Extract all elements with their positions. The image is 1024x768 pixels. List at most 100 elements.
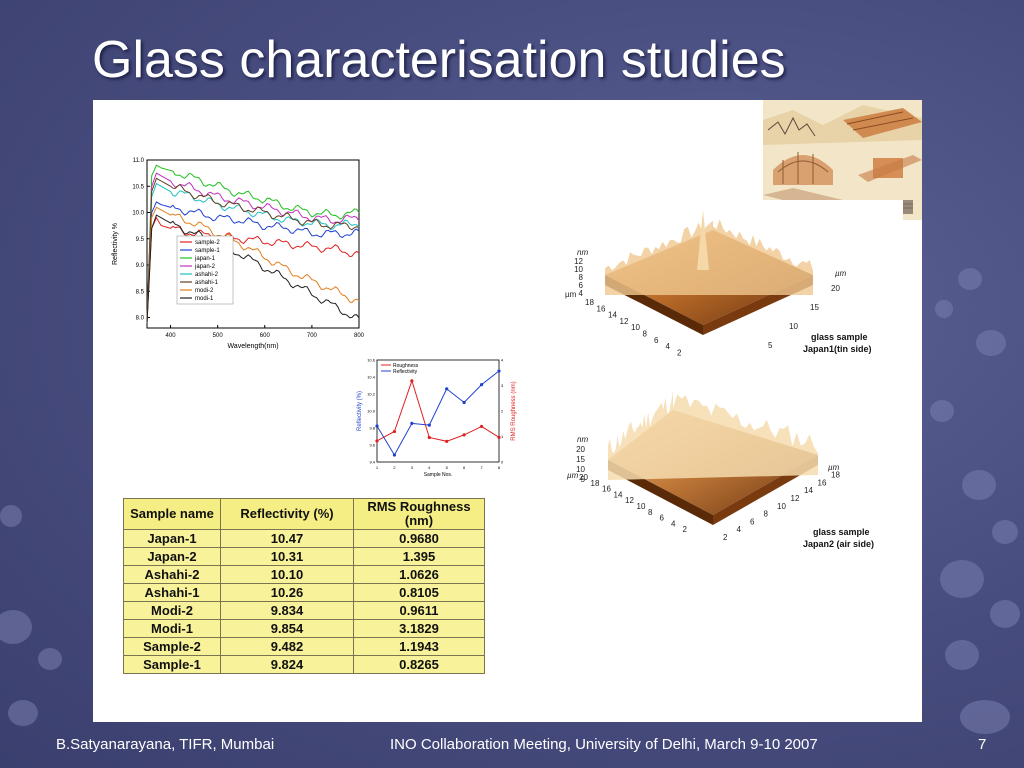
table-row: Sample-2 9.482 1.1943	[123, 637, 485, 656]
afm-surface-japan1	[605, 210, 813, 335]
afm-tick-label: 10	[576, 465, 585, 474]
afm-tick-label: 14	[804, 486, 813, 495]
sample-legend-label: Roughness	[393, 363, 419, 369]
afm2-z-unit: nm	[577, 435, 588, 444]
afm-tick-label: 4	[666, 342, 671, 351]
sample-point-reflectivity	[462, 400, 466, 405]
cell-rms-roughness: 0.8265	[353, 655, 485, 674]
cell-reflectivity: 9.834	[220, 601, 354, 620]
sample-point-reflectivity	[445, 387, 449, 391]
spectrum-series-sample-1	[146, 201, 360, 323]
cell-rms-roughness: 0.9680	[353, 529, 485, 548]
afm-tick-label: 10	[789, 322, 798, 331]
sample-y2-tick-label: 3	[501, 383, 504, 388]
sample-y2-tick-label: 0	[501, 460, 504, 465]
table-row: Ashahi-1 10.26 0.8105	[123, 583, 485, 602]
afm-tick-label: 12	[574, 257, 583, 266]
sample-point-reflectivity	[479, 383, 484, 387]
spectrum-series-japan-2	[146, 172, 360, 323]
afm-tick-label: 10	[631, 323, 640, 332]
cell-sample-name: Sample-1	[123, 655, 221, 674]
footer-author: B.Satyanarayana, TIFR, Mumbai	[56, 736, 275, 753]
spectrum-legend-label: ashahi-1	[195, 280, 219, 286]
table-header-row: Sample name Reflectivity (%) RMS Roughne…	[123, 498, 485, 530]
spectrum-legend-label: modi-1	[195, 296, 214, 302]
sample-x-tick-label: 8	[498, 465, 501, 470]
spectrum-x-tick-label: 700	[307, 333, 318, 339]
afm-tick-label: 10	[777, 502, 786, 511]
cell-rms-roughness: 3.1829	[353, 619, 485, 638]
slide-content: 400 500 600 700 800 8.0 8.5 9.0 9.5 10.0 10.5 11.0 W…	[93, 100, 922, 722]
afm-tick-label: 8	[764, 510, 769, 519]
sample-y2-tick-label: 4	[501, 358, 504, 363]
afm-tick-label: 4	[579, 289, 584, 298]
header-reflectivity: Reflectivity (%)	[220, 498, 354, 530]
sample-y-tick-label: 9.6	[369, 443, 375, 448]
spectrum-series-modi-2	[146, 206, 360, 323]
results-table: Sample name Reflectivity (%) RMS Roughne…	[123, 498, 485, 674]
afm-image-japan1: µm µm nm 12 10 8 6 4 18 16 14 12 10 8 6 4 2 5 10 15 20 …	[563, 200, 903, 365]
cell-rms-roughness: 1.0626	[353, 565, 485, 584]
afm2-caption-line2: Japan2 (air side)	[803, 539, 874, 549]
sample-point-roughness	[375, 439, 379, 443]
afm-tick-label: 10	[574, 265, 583, 274]
cell-reflectivity: 9.482	[220, 637, 354, 656]
afm-tick-label: 6	[654, 336, 659, 345]
cell-reflectivity: 10.10	[220, 565, 354, 584]
sample-point-reflectivity	[410, 421, 414, 426]
cell-sample-name: Modi-2	[123, 601, 221, 620]
afm-tick-label: 12	[620, 317, 629, 326]
sample-y2-tick-label: 2	[501, 409, 504, 414]
afm-tick-label: 4	[671, 519, 676, 528]
afm2-caption-line1: glass sample	[813, 527, 870, 537]
spectrum-y-tick-label: 9.0	[136, 263, 145, 269]
spectrum-y-tick-label: 8.5	[136, 289, 145, 295]
afm-tick-label: 5	[581, 475, 586, 484]
spectrum-svg: 400 500 600 700 800 8.0 8.5 9.0 9.5 10.0 10.5 11.0 W…	[112, 158, 365, 350]
table-row: Modi-2 9.834 0.9611	[123, 601, 485, 620]
cell-sample-name: Modi-1	[123, 619, 221, 638]
afm-tick-label: 20	[579, 473, 588, 482]
cell-sample-name: Ashahi-2	[123, 565, 221, 584]
cell-sample-name: Ashahi-1	[123, 583, 221, 602]
spectrum-y-tick-label: 11.0	[133, 158, 145, 164]
table-row: Japan-2 10.31 1.395	[123, 547, 485, 566]
afm-image-japan2: µm µm nm 20 15 10 5 20 18 16 14 12 10 8 6 4 2 2 4 6 8 10…	[563, 390, 903, 555]
afm-tick-label: 14	[608, 311, 617, 320]
afm-tick-label: 8	[579, 273, 584, 282]
table-row: Japan-1 10.47 0.9680	[123, 529, 485, 548]
sample-point-roughness	[497, 435, 501, 439]
spectrum-legend-label: sample-2	[195, 240, 220, 246]
afm-tick-label: 12	[791, 494, 800, 503]
afm-surface-japan2	[608, 390, 818, 525]
sample-y-tick-label: 10.2	[367, 392, 376, 397]
sample-plot-frame	[376, 359, 500, 463]
sample-x-tick-label: 1	[376, 465, 379, 470]
sample-point-roughness	[392, 429, 397, 434]
page-number: 7	[978, 736, 987, 753]
afm1-caption-line1: glass sample	[811, 332, 868, 342]
spectrum-y-tick-label: 10.5	[132, 184, 144, 190]
cell-sample-name: Sample-2	[123, 637, 221, 656]
cell-reflectivity: 10.47	[220, 529, 354, 548]
sample-legend-label: Reflectivity	[393, 369, 418, 375]
spectrum-legend-label: ashahi-2	[195, 272, 219, 278]
afm-tick-label: 2	[683, 525, 688, 534]
sample-x-tick-label: 6	[463, 465, 466, 470]
spectrum-x-tick-label: 500	[213, 333, 224, 339]
sample-point-roughness	[410, 379, 414, 383]
spectrum-legend-label: japan-1	[194, 256, 216, 262]
afm-tick-label: 18	[831, 471, 840, 480]
spectrum-x-axis-label: Wavelength(nm)	[227, 343, 278, 350]
sample-point-reflectivity	[375, 424, 379, 428]
sample-point-roughness	[427, 435, 431, 440]
afm-tick-label: 18	[591, 479, 600, 488]
spectrum-plot-frame	[146, 159, 360, 329]
spectrum-legend-label: japan-2	[194, 264, 216, 270]
afm1-axis-unit-right: µm	[835, 269, 847, 278]
sample-y2-tick-label: 1	[501, 434, 504, 439]
afm1-axis-unit-left: µm	[565, 290, 577, 299]
afm-tick-label: 10	[637, 502, 646, 511]
sample-point-roughness	[462, 433, 466, 437]
